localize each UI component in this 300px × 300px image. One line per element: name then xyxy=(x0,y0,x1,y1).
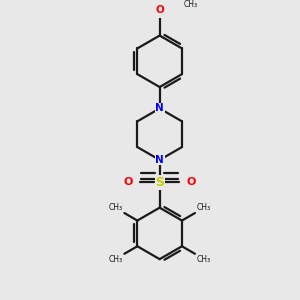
Text: CH₃: CH₃ xyxy=(196,203,211,212)
Text: CH₃: CH₃ xyxy=(109,255,123,264)
Text: O: O xyxy=(155,4,164,15)
Text: N: N xyxy=(155,155,164,165)
Text: O: O xyxy=(124,178,133,188)
Text: CH₃: CH₃ xyxy=(196,255,211,264)
Text: S: S xyxy=(155,176,164,189)
Text: O: O xyxy=(187,178,196,188)
Text: CH₃: CH₃ xyxy=(109,203,123,212)
Text: CH₃: CH₃ xyxy=(184,1,198,10)
Text: N: N xyxy=(155,103,164,113)
